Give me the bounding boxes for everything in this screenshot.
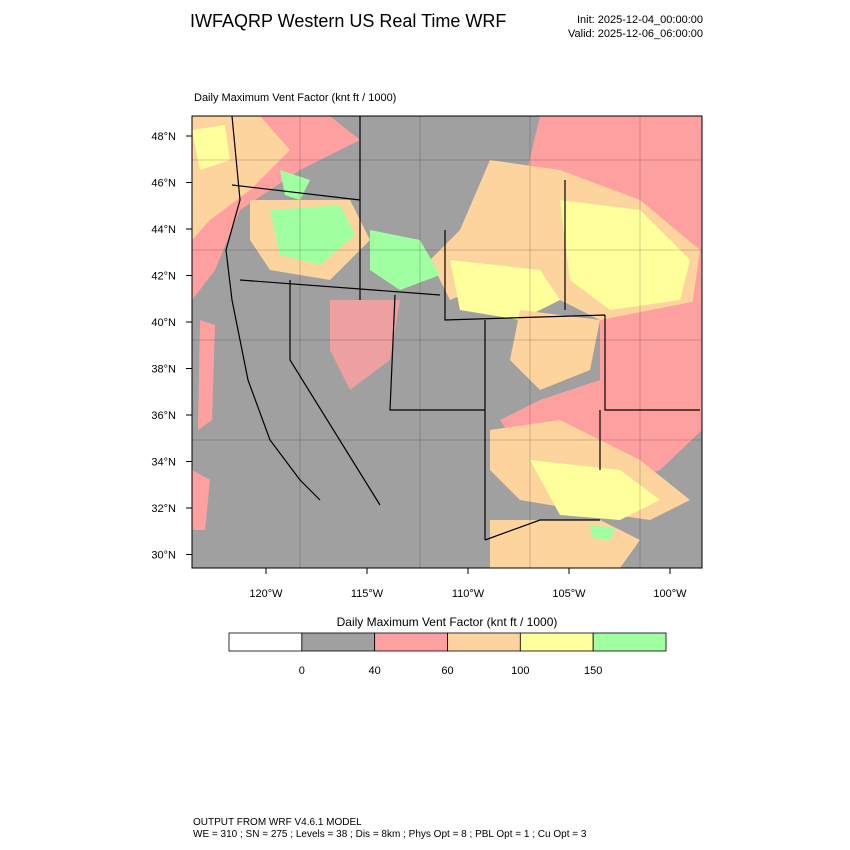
- colorbar-box: [447, 632, 521, 652]
- colorbar-label: 60: [441, 665, 453, 677]
- colorbar-box: [301, 632, 376, 652]
- colorbar-box: [592, 632, 667, 652]
- map-field: [192, 116, 702, 568]
- valid-time: Valid: 2025-12-06_06:00:00: [568, 28, 703, 40]
- title: IWFAQRP Western US Real Time WRF: [190, 11, 506, 31]
- lat-label: 46°N: [151, 178, 176, 190]
- colorbar-label: 150: [584, 665, 602, 677]
- lon-label: 100°W: [653, 588, 687, 600]
- lon-label: 120°W: [249, 588, 283, 600]
- lat-label: 34°N: [151, 457, 176, 469]
- init-time: Init: 2025-12-04_00:00:00: [577, 14, 703, 26]
- lat-label: 42°N: [151, 271, 176, 283]
- map-frame: [191, 115, 703, 569]
- colorbar: 0 40 60 100 150: [228, 632, 667, 677]
- colorbar-box: [374, 632, 448, 652]
- lat-label: 36°N: [151, 410, 176, 422]
- colorbar-title: Daily Maximum Vent Factor (knt ft / 1000…: [337, 615, 558, 629]
- colorbar-box: [519, 632, 594, 652]
- lat-label: 32°N: [151, 503, 176, 515]
- map-title: Daily Maximum Vent Factor (knt ft / 1000…: [194, 92, 396, 104]
- lat-label: 38°N: [151, 364, 176, 376]
- colorbar-box: [228, 632, 303, 652]
- lon-label: 115°W: [351, 588, 384, 600]
- colorbar-label: 40: [369, 665, 381, 677]
- footer-line: OUTPUT FROM WRF V4.6.1 MODEL: [193, 817, 362, 828]
- axis-labels: 48°N 46°N 44°N 42°N 40°N 38°N 36°N 34°N 32°N 30°N…: [151, 131, 687, 600]
- lat-label: 40°N: [151, 317, 176, 329]
- footer-line: WE = 310 ; SN = 275 ; Levels = 38 ; Dis …: [193, 829, 587, 840]
- lat-label: 48°N: [151, 131, 176, 143]
- colorbar-label: 0: [299, 665, 305, 677]
- lon-label: 110°W: [452, 588, 485, 600]
- lat-label: 44°N: [151, 224, 176, 236]
- colorbar-label: 100: [511, 665, 529, 677]
- lon-label: 105°W: [552, 588, 586, 600]
- lat-label: 30°N: [151, 550, 176, 562]
